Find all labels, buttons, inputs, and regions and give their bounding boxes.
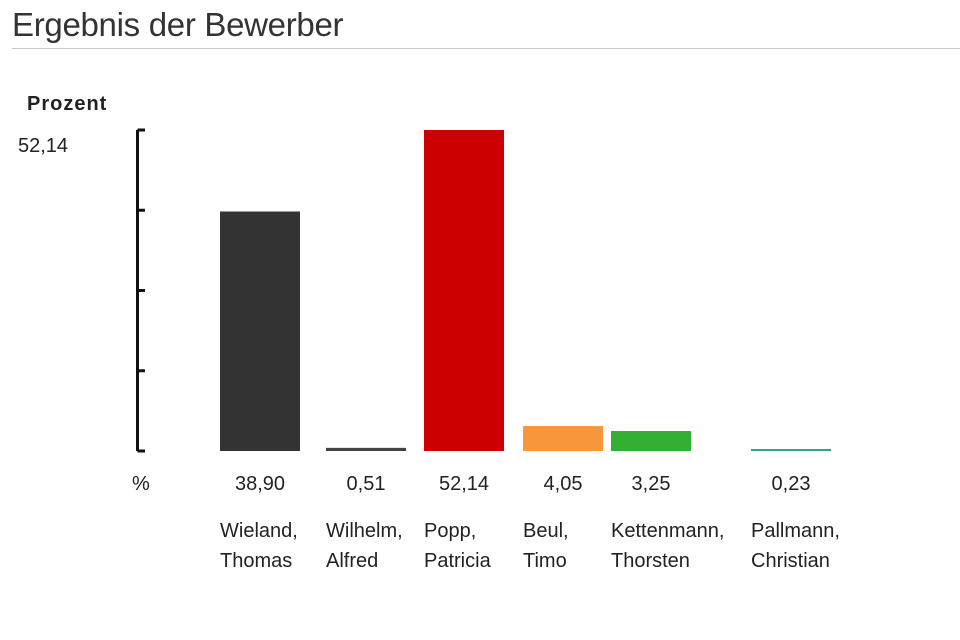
category-label-1: Wieland,	[220, 520, 298, 542]
value-label-4: 4,05	[544, 473, 583, 495]
category-label-4: Timo	[523, 550, 567, 572]
bar-5	[611, 430, 691, 451]
category-label-6: Christian	[751, 550, 830, 572]
bar-2	[326, 447, 406, 451]
category-label-6: Pallmann,	[751, 520, 840, 542]
category-label-3: Popp,	[424, 520, 476, 542]
category-label-1: Thomas	[220, 550, 292, 572]
title-divider	[12, 48, 960, 49]
bar-4	[523, 426, 603, 451]
unit-label: %	[132, 473, 150, 495]
value-label-5: 3,25	[632, 473, 671, 495]
value-label-3: 52,14	[439, 473, 489, 495]
value-label-2: 0,51	[347, 473, 386, 495]
bar-3	[424, 130, 504, 451]
category-label-3: Patricia	[424, 550, 492, 572]
value-label-6: 0,23	[772, 473, 811, 495]
bar-1	[220, 211, 300, 451]
category-label-4: Beul,	[523, 520, 569, 542]
category-label-2: Wilhelm,	[326, 520, 403, 542]
y-max-tick-label: 52,14	[18, 135, 68, 157]
category-label-2: Alfred	[326, 550, 378, 572]
y-axis-label: Prozent	[27, 93, 107, 115]
value-label-1: 38,90	[235, 473, 285, 495]
page-title: Ergebnis der Bewerber	[12, 6, 344, 43]
category-label-5: Thorsten	[611, 550, 690, 572]
category-label-5: Kettenmann,	[611, 520, 724, 542]
bar-6	[751, 449, 831, 451]
